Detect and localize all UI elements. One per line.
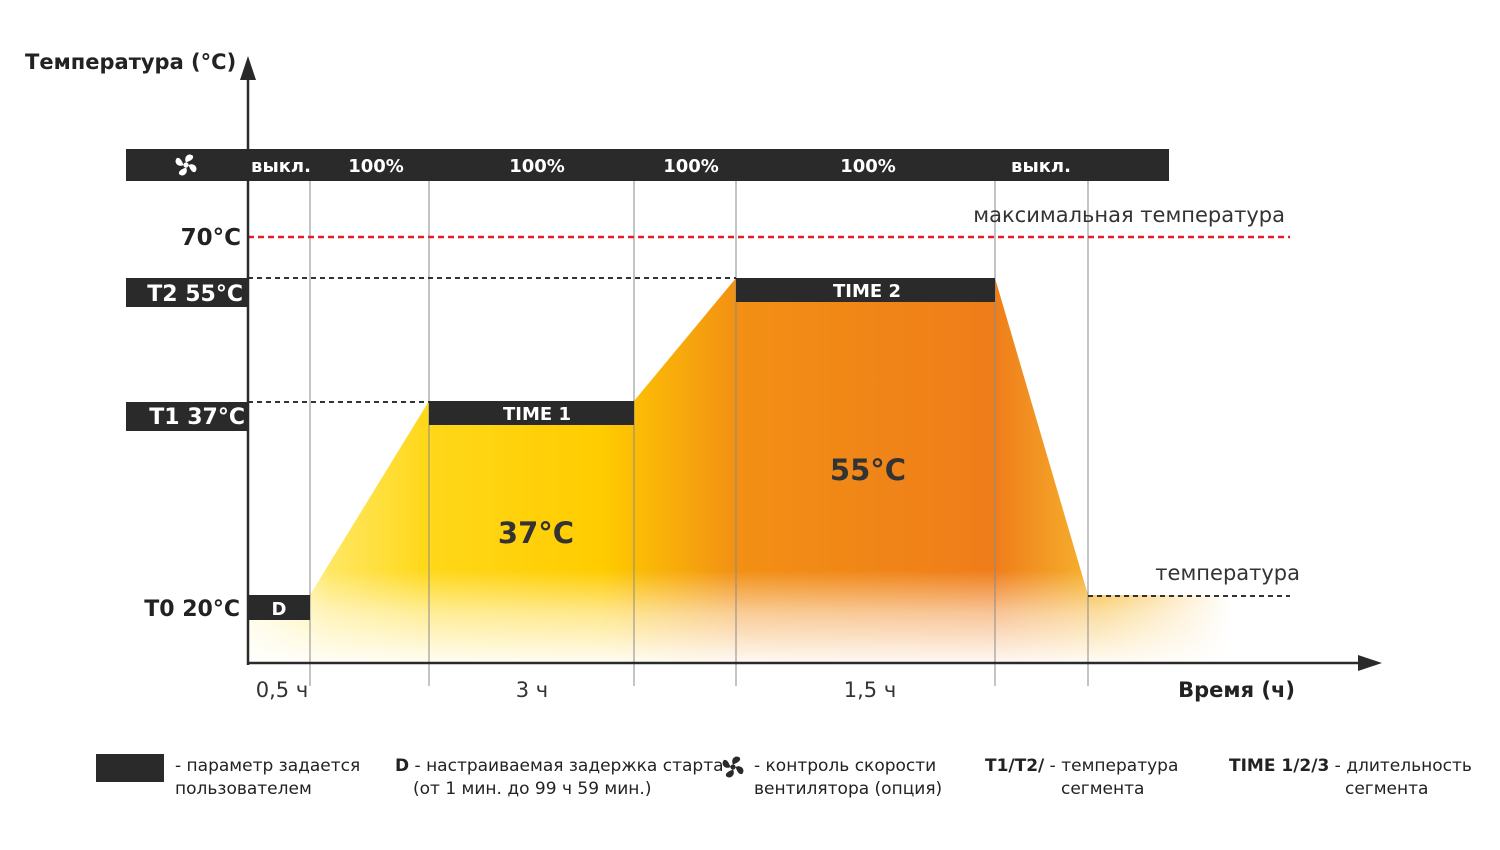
legend-temperature-key: T1/T2/ xyxy=(985,756,1045,776)
temperature-profile-area xyxy=(248,278,1230,663)
fan-cell-ramp2: 100% xyxy=(663,156,719,177)
t2-label-box xyxy=(126,278,247,307)
legend-fan-line1: - контроль скорости xyxy=(754,756,937,776)
duration-time1: 3 ч xyxy=(516,678,548,702)
fan-cell-off-end: выкл. xyxy=(1011,156,1071,177)
legend-delay: D - настраиваемая задержка старта (от 1 … xyxy=(395,755,724,801)
x-axis-title: Время (ч) xyxy=(1178,678,1295,702)
legend-user-param: - параметр задается пользователем xyxy=(175,755,360,801)
y-axis-arrow xyxy=(240,56,256,80)
profile-bottom-fade xyxy=(248,570,1248,665)
max-temperature-caption: максимальная температура xyxy=(973,203,1285,227)
fan-speed-bar xyxy=(126,149,1169,181)
time2-label: TIME 2 xyxy=(833,281,901,302)
legend-time-line2: сегмента xyxy=(1345,779,1429,799)
fan-cell-time1: 100% xyxy=(509,156,565,177)
legend-time-line1: - длительность xyxy=(1329,756,1472,776)
legend-temperature-line1: - температура xyxy=(1044,756,1179,776)
legend-temperature: T1/T2/ - температура сегмента xyxy=(985,755,1185,801)
legend-delay-key: D xyxy=(395,756,410,776)
zone1-temperature: 37°C xyxy=(498,516,574,550)
end-temperature-caption: температура xyxy=(1155,561,1300,585)
time1-box xyxy=(429,401,634,425)
legend-user-param-swatch xyxy=(96,754,164,782)
legend-time: TIME 1/2/3 - длительность сегмента xyxy=(1229,755,1494,801)
legend-delay-line2: (от 1 мин. до 99 ч 59 мин.) xyxy=(413,779,652,799)
time2-box xyxy=(736,278,995,302)
duration-time2: 1,5 ч xyxy=(844,678,896,702)
legend-user-param-line2: пользователем xyxy=(175,779,312,799)
t1-label-box xyxy=(126,402,247,431)
legend-time-key: TIME 1/2/3 xyxy=(1229,756,1330,776)
legend-fan: - контроль скорости вентилятора (опция) xyxy=(754,755,942,801)
fan-cell-off-start: выкл. xyxy=(251,156,311,177)
time1-label: TIME 1 xyxy=(503,404,571,425)
legend-delay-line1: - настраиваемая задержка старта xyxy=(409,756,724,776)
fan-icon xyxy=(175,154,197,176)
delay-box xyxy=(248,595,310,620)
t1-label: T1 37°C xyxy=(149,405,245,430)
max-temperature-label: 70°C xyxy=(181,225,241,251)
legend-fan-icon xyxy=(722,756,744,778)
y-axis-title: Температура (°C) xyxy=(25,50,236,74)
legend-temperature-line2: сегмента xyxy=(1061,779,1145,799)
legend-fan-line2: вентилятора (опция) xyxy=(754,779,943,799)
delay-label: D xyxy=(272,599,287,620)
fan-cell-delay-ramp: 100% xyxy=(348,156,404,177)
t2-label: T2 55°C xyxy=(147,282,243,307)
t0-label: T0 20°C xyxy=(144,597,240,622)
zone2-temperature: 55°C xyxy=(830,453,906,487)
legend-user-param-line1: - параметр задается xyxy=(175,756,361,776)
duration-delay: 0,5 ч xyxy=(256,678,308,702)
x-axis-arrow xyxy=(1358,655,1382,671)
fan-cell-time2: 100% xyxy=(840,156,896,177)
